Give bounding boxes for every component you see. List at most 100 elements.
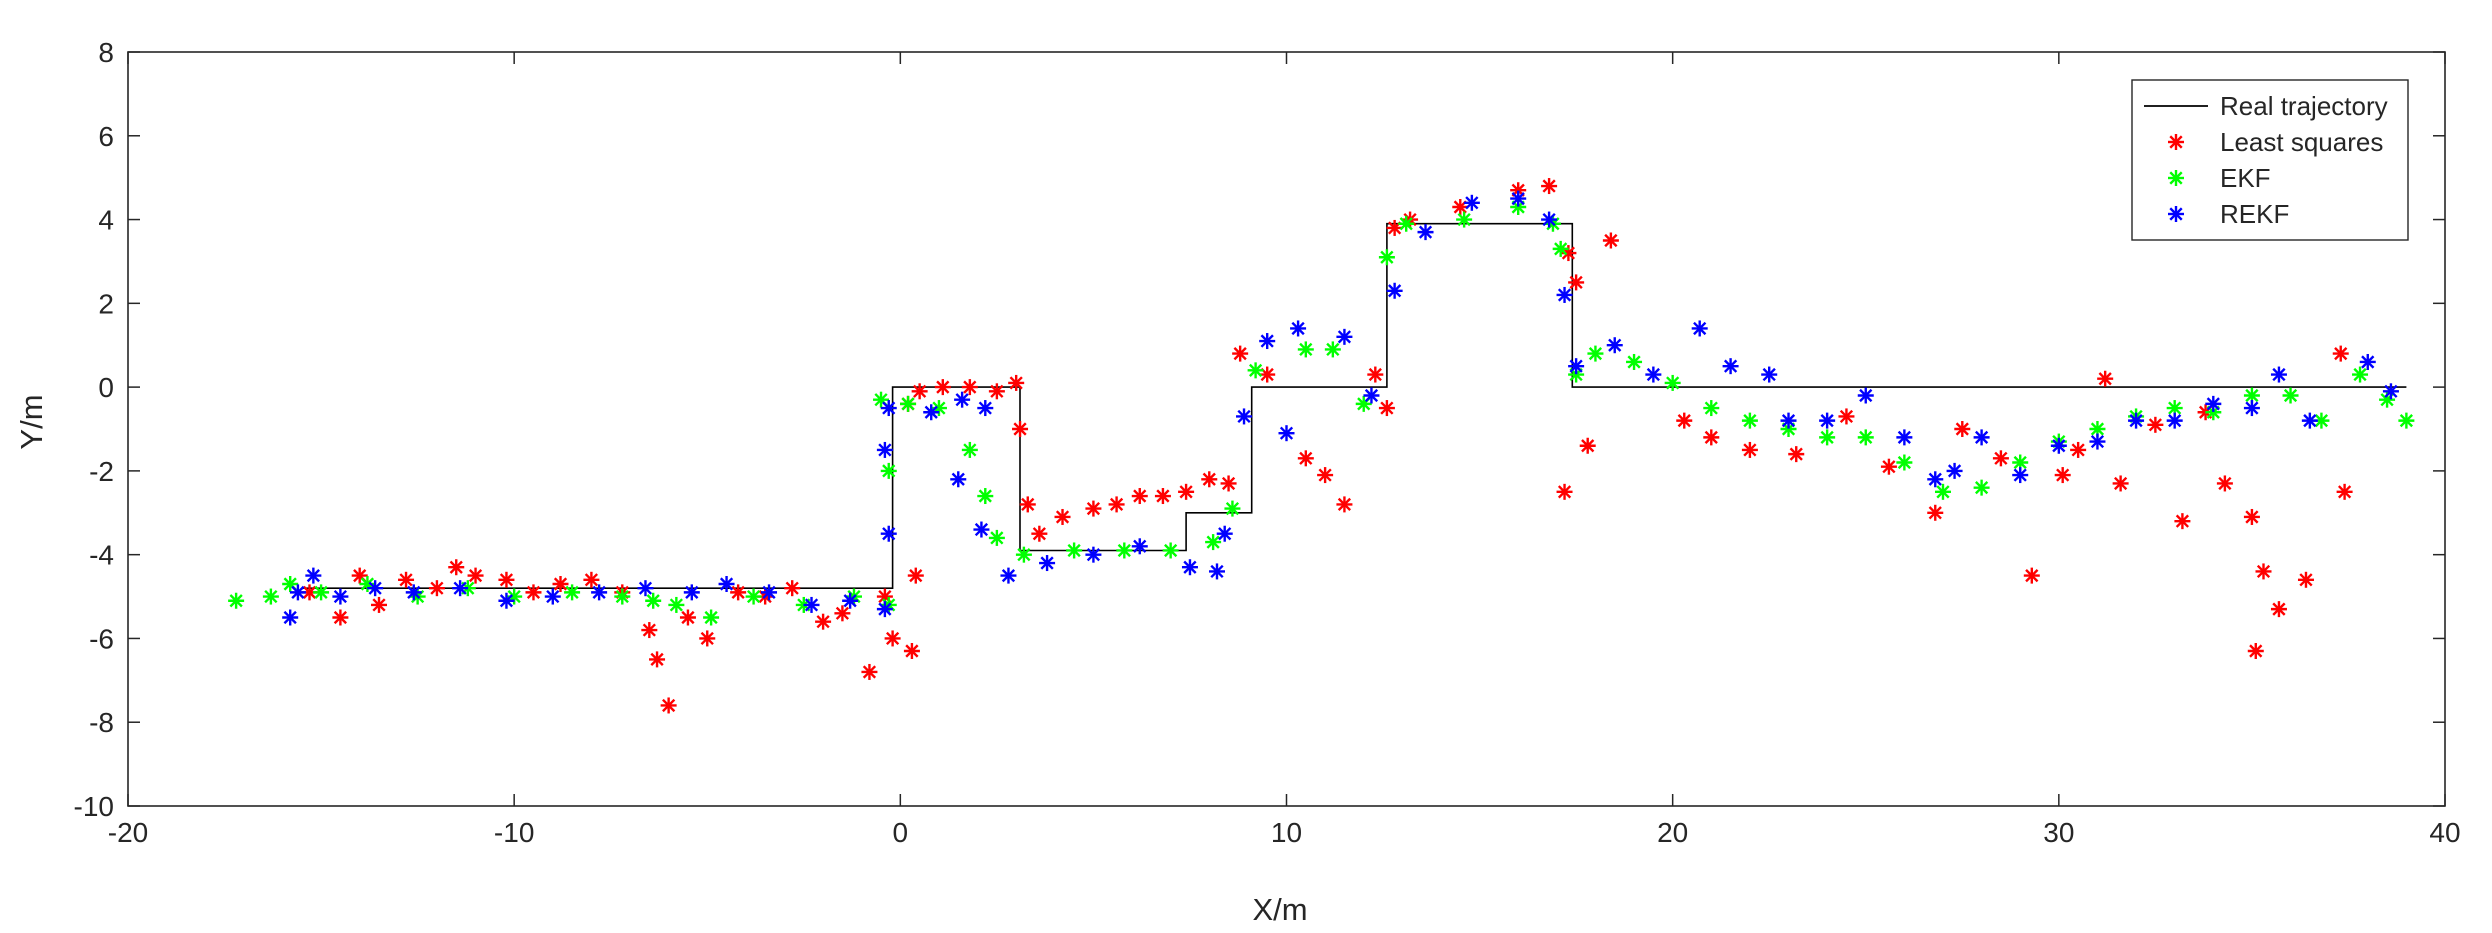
least-squares-point <box>934 379 951 396</box>
rekf-point <box>591 584 608 601</box>
rekf-point <box>1541 211 1558 228</box>
legend-swatch-ekf <box>2168 170 2184 186</box>
ekf-point <box>961 441 978 458</box>
rekf-point <box>289 584 306 601</box>
rekf-point <box>1290 320 1307 337</box>
least-squares-point <box>1838 408 1855 425</box>
ekf-point <box>1587 345 1604 362</box>
rekf-point <box>1463 194 1480 211</box>
rekf-point <box>950 471 967 488</box>
least-squares-point <box>1259 366 1276 383</box>
ekf-point <box>880 462 897 479</box>
least-squares-point <box>332 609 349 626</box>
least-squares-point <box>1386 219 1403 236</box>
least-squares-point <box>398 571 415 588</box>
rekf-point <box>923 404 940 421</box>
rekf-point <box>1386 282 1403 299</box>
least-squares-point <box>1154 488 1171 505</box>
rekf-point <box>1761 366 1778 383</box>
y-tick-label: -4 <box>89 540 114 571</box>
rekf-point <box>1780 412 1797 429</box>
rekf-point <box>683 584 700 601</box>
least-squares-point <box>988 383 1005 400</box>
rekf-point <box>880 400 897 417</box>
ekf-point <box>1741 412 1758 429</box>
least-squares-point <box>1232 345 1249 362</box>
least-squares-point <box>1788 446 1805 463</box>
least-squares-point <box>1178 483 1195 500</box>
ekf-point <box>2352 366 2369 383</box>
ekf-point <box>262 588 279 605</box>
least-squares-point <box>641 622 658 639</box>
least-squares-point <box>1367 366 1384 383</box>
least-squares-point <box>1741 441 1758 458</box>
y-tick-label: 2 <box>98 288 114 319</box>
x-tick-label: 10 <box>1271 817 1302 848</box>
ekf-point <box>1324 341 1341 358</box>
least-squares-point <box>1602 232 1619 249</box>
least-squares-point <box>2247 643 2264 660</box>
ekf-point <box>1456 211 1473 228</box>
ekf-point <box>668 596 685 613</box>
least-squares-point <box>2332 345 2349 362</box>
y-tick-label: 8 <box>98 37 114 68</box>
rekf-point <box>2301 412 2318 429</box>
ekf-point <box>1973 479 1990 496</box>
least-squares-point <box>834 605 851 622</box>
rekf-point <box>452 580 469 597</box>
least-squares-point <box>1317 467 1334 484</box>
ekf-point <box>1015 546 1032 563</box>
rekf-point <box>876 441 893 458</box>
rekf-point <box>1336 328 1353 345</box>
legend: Real trajectory Least squares EKF REKF <box>2131 79 2409 241</box>
rekf-point <box>954 391 971 408</box>
x-tick-label: 40 <box>2429 817 2460 848</box>
rekf-point <box>842 592 859 609</box>
ekf-point <box>900 395 917 412</box>
least-squares-point <box>2097 370 2114 387</box>
least-squares-series <box>301 178 2353 714</box>
least-squares-point <box>1676 412 1693 429</box>
rekf-point <box>1645 366 1662 383</box>
rekf-point <box>2012 467 2029 484</box>
ekf-point <box>1703 400 1720 417</box>
ekf-point <box>2398 412 2415 429</box>
legend-label-rekf: REKF <box>2220 199 2289 229</box>
rekf-point <box>282 609 299 626</box>
least-squares-point <box>730 584 747 601</box>
least-squares-point <box>1297 450 1314 467</box>
x-tick-label: 0 <box>893 817 909 848</box>
least-squares-point <box>649 651 666 668</box>
rekf-point <box>405 584 422 601</box>
least-squares-point <box>903 643 920 660</box>
rekf-point <box>1568 358 1585 375</box>
least-squares-point <box>1579 437 1596 454</box>
rekf-point <box>803 596 820 613</box>
least-squares-point <box>815 613 832 630</box>
least-squares-point <box>525 584 542 601</box>
least-squares-point <box>2023 567 2040 584</box>
rekf-point <box>718 575 735 592</box>
ekf-point <box>1819 429 1836 446</box>
y-tick-label: -6 <box>89 623 114 654</box>
ekf-point <box>645 592 662 609</box>
rekf-point <box>2089 433 2106 450</box>
least-squares-point <box>1108 496 1125 513</box>
rekf-point <box>1000 567 1017 584</box>
y-axis-title: Y/m <box>14 394 49 449</box>
least-squares-point <box>679 609 696 626</box>
least-squares-point <box>1054 508 1071 525</box>
rekf-point <box>1556 286 1573 303</box>
least-squares-point <box>371 596 388 613</box>
least-squares-point <box>1556 483 1573 500</box>
ekf-point <box>2089 421 2106 437</box>
rekf-point <box>1259 333 1276 350</box>
x-tick-label: -20 <box>108 817 148 848</box>
ekf-point <box>1066 542 1083 559</box>
x-tick-label: 20 <box>1657 817 1688 848</box>
rekf-point <box>1510 190 1527 207</box>
least-squares-point <box>1927 504 1944 521</box>
least-squares-point <box>1085 500 1102 517</box>
